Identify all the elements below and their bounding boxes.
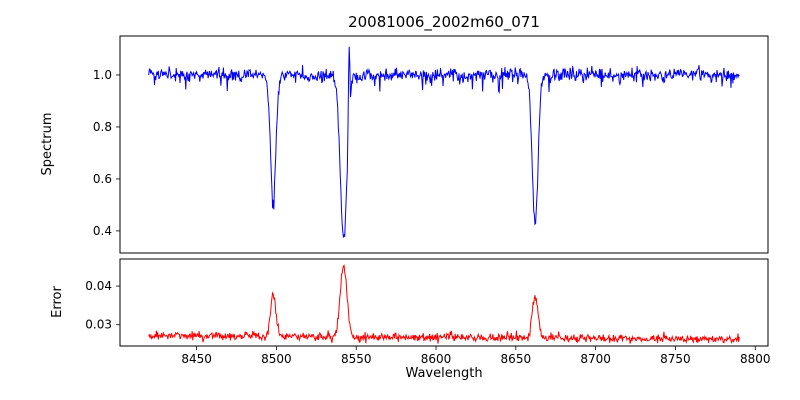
x-tick-label: 8600 <box>421 352 452 366</box>
y-tick-label: 0.04 <box>85 279 112 293</box>
y-tick-label: 0.8 <box>93 120 112 134</box>
x-tick-label: 8800 <box>740 352 771 366</box>
spectrum-line <box>148 46 740 238</box>
y-tick-label: 0.4 <box>93 224 112 238</box>
x-tick-label: 8750 <box>660 352 691 366</box>
chart-title: 20081006_2002m60_071 <box>348 13 540 31</box>
y-tick-label: 0.6 <box>93 172 112 186</box>
x-tick-label: 8450 <box>181 352 212 366</box>
x-tick-label: 8700 <box>580 352 611 366</box>
x-tick-label: 8650 <box>501 352 532 366</box>
spectrum-panel-frame <box>119 35 769 254</box>
y-tick-label: 0.03 <box>85 318 112 332</box>
y-tick-label: 1.0 <box>93 68 112 82</box>
x-tick-label: 8550 <box>341 352 372 366</box>
x-tick-label: 8500 <box>261 352 292 366</box>
error-line <box>148 264 740 345</box>
x-axis-label: Wavelength <box>405 366 483 381</box>
error-panel-frame <box>119 258 769 347</box>
